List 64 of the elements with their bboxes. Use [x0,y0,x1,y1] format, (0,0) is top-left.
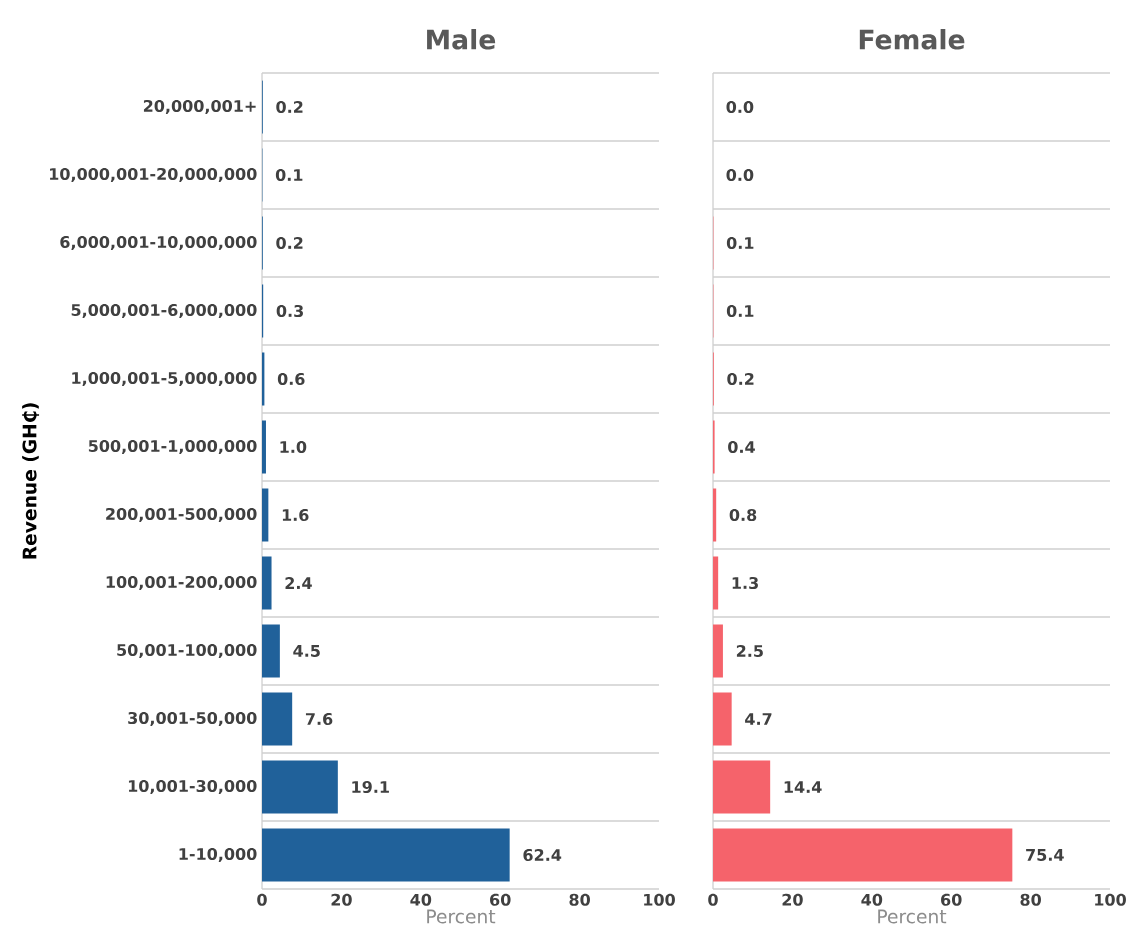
data-label: 0.1 [275,168,303,182]
x-tick-label: 40 [861,893,883,906]
data-label: 0.3 [276,304,303,318]
data-label: 0.2 [276,236,303,250]
y-tick-label: 10,000,001-20,000,000 [50,167,257,183]
y-tick-label: 10,001-30,000 [128,779,257,795]
data-label: 1.0 [280,440,307,454]
chart-title: Female [859,28,965,50]
y-tick-label: 6,000,001-10,000,000 [60,235,257,251]
y-tick-label: 20,000,001+ [143,99,256,115]
bar [262,828,510,882]
bar [262,692,293,746]
x-tick-label: 40 [410,893,432,906]
x-tick-label: 60 [941,893,962,906]
data-label: 4.5 [293,645,320,657]
y-tick-label: 100,001-200,000 [106,575,257,591]
data-label: 2.4 [285,577,312,589]
data-label: 14.4 [784,781,822,793]
data-label: 0.1 [726,304,754,318]
x-tick-label: 100 [644,893,675,906]
x-tick-label: 100 [1095,893,1126,906]
y-tick-label: 50,001-100,000 [117,643,257,659]
data-label: 19.1 [352,780,389,794]
bar [713,828,1013,882]
x-tick-label: 20 [782,893,803,906]
data-label: 0.2 [727,372,754,386]
y-tick-label: 5,000,001-6,000,000 [71,303,257,319]
bar [262,420,266,474]
data-label: 2.5 [736,644,763,658]
x-tick-label: 60 [490,893,511,906]
x-axis-title: Percent [427,909,496,924]
data-label: 0.4 [728,440,755,454]
bar [713,692,732,746]
data-label: 7.6 [305,712,333,726]
data-label: 75.4 [1026,849,1064,861]
bar [262,488,269,542]
x-axis-title: Percent [878,909,947,924]
x-tick-label: 80 [1020,893,1041,906]
y-tick-label: 200,001-500,000 [106,507,257,523]
x-tick-label: 0 [708,893,718,906]
x-tick-label: 20 [331,893,352,906]
bar [262,624,280,678]
y-tick-label: 30,001-50,000 [128,711,257,727]
data-label: 0.1 [726,236,754,250]
data-label: 0.8 [729,508,757,522]
data-label: 0.0 [726,100,754,114]
bar [262,760,338,814]
chart-title: Male [427,28,496,50]
data-label: 0.6 [277,372,305,386]
data-label: 62.4 [523,848,562,862]
y-tick-label: 500,001-1,000,000 [88,439,257,455]
bar [713,624,723,678]
bar [713,760,771,814]
y-tick-label: 1,000,001-5,000,000 [72,371,257,387]
data-label: 4.7 [745,713,772,725]
x-tick-label: 80 [569,893,590,906]
bar [262,556,272,610]
y-tick-label: 1-10,000 [179,847,257,863]
data-label: 0.0 [726,168,754,182]
data-label: 1.6 [282,508,309,522]
data-label: 1.3 [732,576,758,590]
x-tick-label: 0 [257,893,267,906]
data-label: 0.2 [276,100,303,114]
y-axis-title: Revenue (GH₵) [22,403,40,559]
